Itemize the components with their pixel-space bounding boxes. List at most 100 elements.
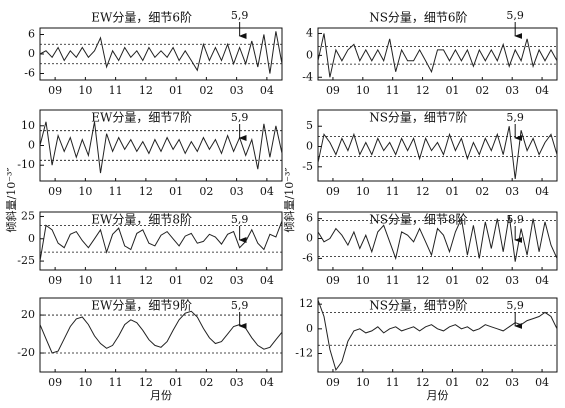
data-line	[317, 33, 558, 78]
y-tick-label: -10	[17, 158, 35, 171]
x-tick-label: 03	[505, 376, 519, 389]
plot-frame	[39, 27, 283, 81]
x-tick-label: 03	[230, 185, 244, 198]
y-tick-label: 20	[21, 308, 35, 321]
x-tick-label: 03	[505, 185, 519, 198]
x-tick-label: 02	[475, 185, 489, 198]
x-tick-label: 09	[48, 274, 62, 287]
plot-frame	[317, 27, 558, 81]
panel-title: NS分量，细节7阶	[369, 111, 467, 125]
annotation-label: 5,9	[231, 299, 249, 312]
annotation-label: 5,9	[231, 213, 249, 226]
x-tick-label: 12	[139, 274, 153, 287]
y-tick-label: 4	[306, 26, 313, 39]
y-tick-label: -6	[302, 251, 313, 264]
x-tick-label: 04	[535, 84, 549, 97]
x-tick-label: 12	[139, 185, 153, 198]
x-tick-label: 10	[356, 376, 370, 389]
y-tick-label: 6	[306, 212, 313, 225]
y-tick-label: 0	[28, 232, 35, 245]
x-tick-label: 01	[169, 185, 183, 198]
annotation-label: 5,9	[506, 9, 524, 22]
x-tick-label: 09	[326, 376, 340, 389]
y-tick-label: 12	[299, 297, 313, 310]
x-tick-label: 09	[326, 274, 340, 287]
x-tick-label: 11	[386, 376, 400, 389]
x-tick-label: 11	[386, 185, 400, 198]
annotation-label: 5,9	[231, 9, 249, 22]
x-tick-label: 11	[109, 376, 123, 389]
x-tick-label: 12	[139, 84, 153, 97]
data-line	[39, 121, 283, 174]
x-tick-label: 12	[139, 376, 153, 389]
y-tick-label: 0	[306, 48, 313, 61]
x-tick-label: 02	[475, 84, 489, 97]
x-tick-label: 04	[535, 376, 549, 389]
x-tick-label: 03	[230, 274, 244, 287]
x-tick-label: 01	[445, 274, 459, 287]
x-tick-label: 09	[48, 376, 62, 389]
y-tick-label: -12	[295, 347, 313, 360]
plot-frame	[39, 297, 283, 373]
x-tick-label: 04	[260, 376, 274, 389]
y-axis-label: 倾斜量/10⁻³″	[283, 167, 296, 232]
y-tick-label: 0	[28, 139, 35, 152]
panel-title: NS分量，细节6阶	[369, 11, 467, 25]
x-tick-label: 01	[169, 376, 183, 389]
x-tick-label: 02	[199, 376, 213, 389]
x-tick-label: 02	[199, 185, 213, 198]
data-line	[317, 126, 558, 180]
y-tick-label: -25	[17, 254, 35, 267]
x-tick-label: 12	[416, 376, 430, 389]
x-tick-label: 12	[416, 84, 430, 97]
x-tick-label: 12	[416, 274, 430, 287]
x-tick-label: 09	[48, 185, 62, 198]
x-tick-label: 02	[199, 274, 213, 287]
y-tick-label: -5	[302, 160, 313, 173]
y-tick-label: 0	[28, 47, 35, 60]
x-tick-label: 04	[535, 185, 549, 198]
x-tick-label: 09	[326, 84, 340, 97]
panel-title: EW分量，细节8阶	[91, 213, 192, 227]
panel-title: NS分量，细节8阶	[369, 213, 467, 227]
x-tick-label: 09	[326, 185, 340, 198]
plot-frame	[39, 211, 283, 271]
data-line	[39, 220, 283, 262]
x-tick-label: 01	[169, 84, 183, 97]
x-tick-label: 04	[260, 84, 274, 97]
data-line	[317, 215, 558, 262]
panel-title: EW分量，细节6阶	[91, 11, 192, 25]
x-tick-label: 10	[356, 84, 370, 97]
x-tick-label: 04	[535, 274, 549, 287]
x-tick-label: 11	[109, 185, 123, 198]
x-tick-label: 11	[109, 84, 123, 97]
y-tick-label: -20	[17, 346, 35, 359]
x-tick-label: 03	[230, 84, 244, 97]
x-tick-label: 04	[260, 274, 274, 287]
x-tick-label: 11	[109, 274, 123, 287]
y-tick-label: 0	[306, 322, 313, 335]
x-tick-label: 11	[386, 84, 400, 97]
x-tick-label: 03	[230, 376, 244, 389]
x-tick-label: 10	[78, 84, 92, 97]
x-tick-label: 02	[199, 84, 213, 97]
x-tick-label: 01	[445, 376, 459, 389]
x-tick-label: 10	[356, 185, 370, 198]
y-tick-label: 10	[21, 119, 35, 132]
y-tick-label: 25	[21, 209, 35, 222]
x-tick-label: 10	[78, 376, 92, 389]
x-tick-label: 01	[445, 185, 459, 198]
x-tick-label: 03	[505, 274, 519, 287]
y-tick-label: 6	[28, 28, 35, 41]
x-tick-label: 12	[416, 185, 430, 198]
y-tick-label: 0	[306, 232, 313, 245]
panel-title: EW分量，细节9阶	[91, 299, 192, 313]
x-axis-label: 月份	[150, 389, 172, 402]
y-tick-label: -4	[302, 70, 313, 83]
annotation-label: 5,9	[231, 111, 249, 124]
x-tick-label: 10	[78, 274, 92, 287]
y-axis-label: 倾斜量/10⁻³″	[5, 167, 18, 232]
plot-frame	[317, 109, 558, 182]
x-axis-label: 月份	[427, 389, 449, 402]
x-tick-label: 01	[445, 84, 459, 97]
